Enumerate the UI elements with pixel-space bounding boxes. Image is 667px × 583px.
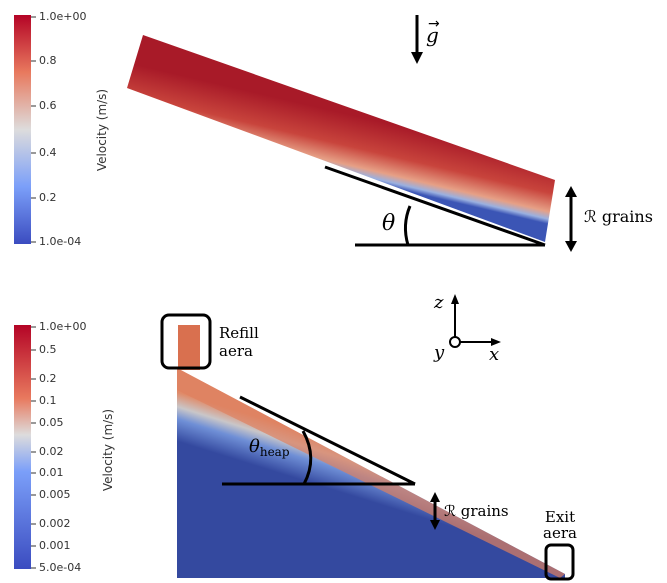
tick-label: 0.4: [39, 146, 57, 159]
y-axis: [450, 337, 460, 347]
tick-label: 0.02: [39, 445, 64, 458]
tick-label: 0.8: [39, 54, 57, 67]
tick-label: 0.5: [39, 343, 57, 356]
colorbar: [14, 15, 31, 244]
colorbar: [14, 325, 31, 569]
angle-subscript: heap: [260, 445, 290, 459]
tick-label: 1.0e+00: [39, 320, 86, 333]
tick-label: 0.6: [39, 99, 57, 112]
arrow-head: [411, 52, 423, 64]
colorbar-label: Velocity (m/s): [101, 409, 115, 491]
tick-label: 0.2: [39, 372, 57, 385]
tick-label: 0.01: [39, 466, 64, 479]
refill-grains: [178, 325, 200, 370]
height-label: ℛ grains: [444, 502, 509, 520]
axis-label: x: [489, 344, 499, 365]
height-label: ℛ grains: [584, 207, 653, 226]
vector-arrow: →: [428, 16, 440, 32]
axis-label: z: [433, 292, 444, 313]
arrow-head: [565, 241, 577, 252]
axis-label: y: [433, 342, 445, 363]
flowing-grains: [127, 35, 555, 242]
tick-label: 0.002: [39, 517, 71, 530]
tick-label: 0.2: [39, 191, 57, 204]
tick-label: 1.0e+00: [39, 10, 86, 23]
refill-label: aera: [219, 342, 253, 360]
tick-label: 0.005: [39, 488, 71, 501]
angle-arc: [405, 206, 410, 245]
angle-label: θ: [382, 211, 395, 236]
tick-label: 0.1: [39, 394, 57, 407]
arrow-head: [430, 492, 440, 502]
colorbar-ticks: 1.0e+00 0.5 0.2 0.1 0.05 0.02 0.01 0.005 0.002 0.…: [31, 320, 86, 574]
arrow-head: [451, 294, 459, 304]
refill-label: Refill: [219, 324, 259, 342]
angle-symbol: θ: [249, 436, 260, 457]
tick-label: 1.0e-04: [39, 235, 81, 248]
colorbar-ticks: 1.0e+00 0.8 0.6 0.4 0.2 1.0e-04: [31, 10, 86, 248]
exit-label: aera: [543, 524, 577, 542]
figure: 1.0e+00 0.8 0.6 0.4 0.2 1.0e-04 Velocity (m/s…: [0, 0, 667, 583]
colorbar-label: Velocity (m/s): [95, 89, 109, 171]
tick-label: 0.05: [39, 416, 64, 429]
tick-label: 5.0e-04: [39, 561, 81, 574]
arrow-head: [565, 186, 577, 197]
tick-label: 0.001: [39, 539, 71, 552]
